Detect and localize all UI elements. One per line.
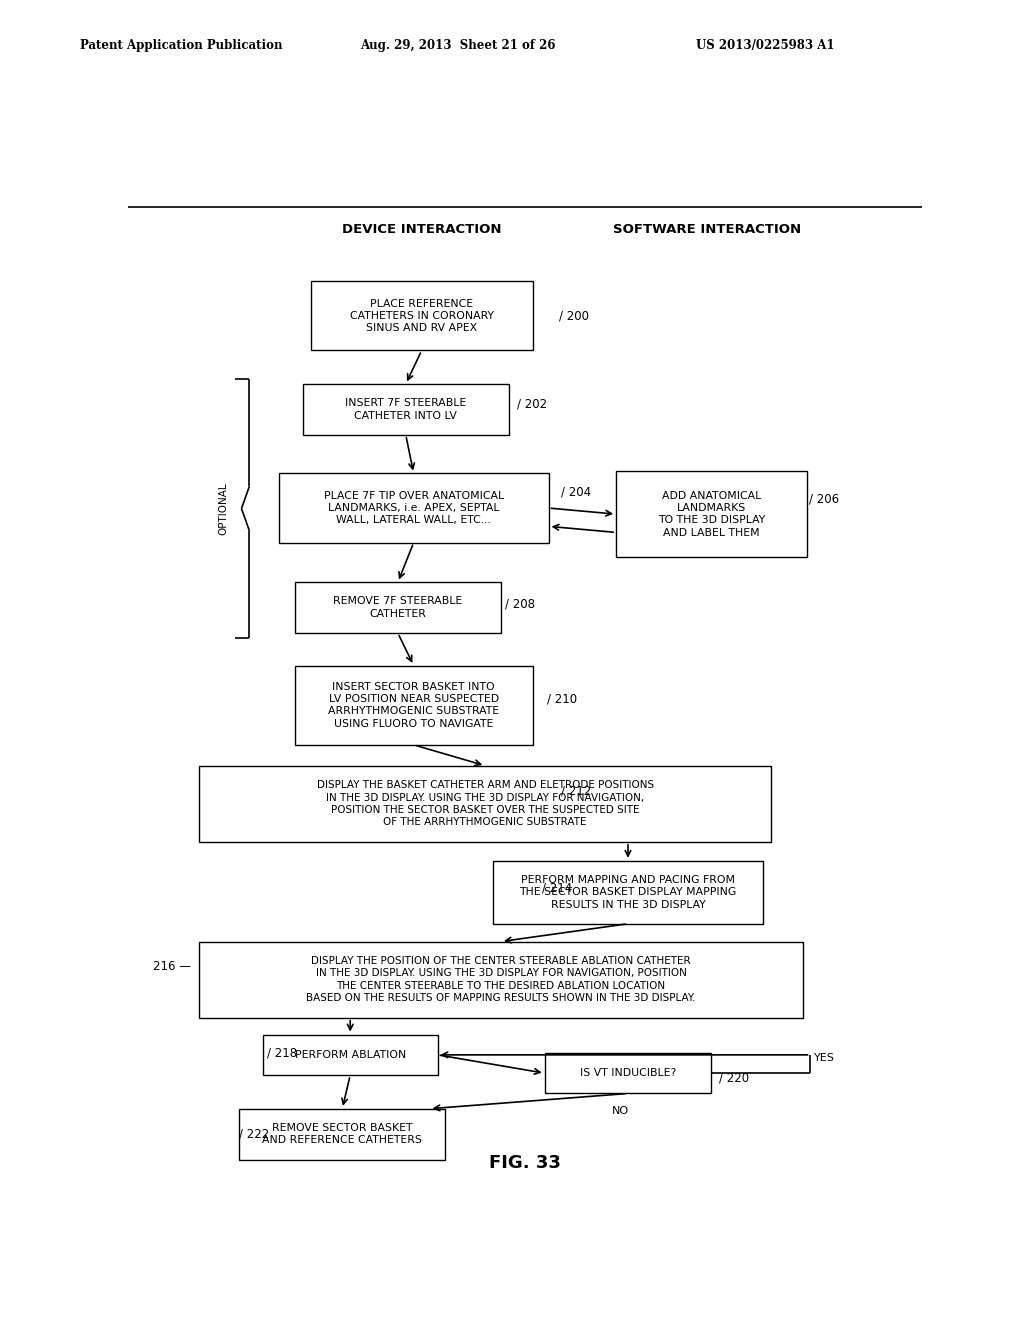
Text: INSERT 7F STEERABLE
CATHETER INTO LV: INSERT 7F STEERABLE CATHETER INTO LV (345, 399, 466, 421)
Text: IS VT INDUCIBLE?: IS VT INDUCIBLE? (580, 1068, 676, 1078)
FancyBboxPatch shape (616, 471, 807, 557)
Text: DISPLAY THE POSITION OF THE CENTER STEERABLE ABLATION CATHETER
IN THE 3D DISPLAY: DISPLAY THE POSITION OF THE CENTER STEER… (306, 956, 695, 1003)
Text: Patent Application Publication: Patent Application Publication (80, 38, 283, 51)
Text: NO: NO (611, 1106, 629, 1115)
Text: REMOVE SECTOR BASKET
AND REFERENCE CATHETERS: REMOVE SECTOR BASKET AND REFERENCE CATHE… (262, 1123, 422, 1146)
Text: DEVICE INTERACTION: DEVICE INTERACTION (342, 223, 502, 236)
FancyBboxPatch shape (279, 474, 549, 543)
Text: / 210: / 210 (547, 693, 578, 706)
Text: / 212: / 212 (560, 784, 591, 797)
FancyBboxPatch shape (545, 1053, 712, 1093)
Text: PLACE REFERENCE
CATHETERS IN CORONARY
SINUS AND RV APEX: PLACE REFERENCE CATHETERS IN CORONARY SI… (349, 298, 494, 334)
Text: / 218: / 218 (267, 1047, 297, 1060)
FancyBboxPatch shape (295, 665, 532, 744)
Text: PLACE 7F TIP OVER ANATOMICAL
LANDMARKS, i.e. APEX, SEPTAL
WALL, LATERAL WALL, ET: PLACE 7F TIP OVER ANATOMICAL LANDMARKS, … (324, 491, 504, 525)
FancyBboxPatch shape (263, 1035, 437, 1076)
Text: YES: YES (814, 1053, 836, 1063)
Text: PERFORM MAPPING AND PACING FROM
THE SECTOR BASKET DISPLAY MAPPING
RESULTS IN THE: PERFORM MAPPING AND PACING FROM THE SECT… (519, 875, 736, 909)
FancyBboxPatch shape (240, 1109, 445, 1159)
Text: / 222: / 222 (240, 1127, 269, 1140)
FancyBboxPatch shape (200, 766, 771, 842)
FancyBboxPatch shape (310, 281, 532, 351)
Text: ADD ANATOMICAL
LANDMARKS
TO THE 3D DISPLAY
AND LABEL THEM: ADD ANATOMICAL LANDMARKS TO THE 3D DISPL… (657, 491, 765, 537)
Text: US 2013/0225983 A1: US 2013/0225983 A1 (696, 38, 835, 51)
Text: Aug. 29, 2013  Sheet 21 of 26: Aug. 29, 2013 Sheet 21 of 26 (360, 38, 556, 51)
FancyBboxPatch shape (494, 861, 763, 924)
Text: / 220: / 220 (719, 1072, 750, 1085)
Text: OPTIONAL: OPTIONAL (218, 482, 228, 535)
Text: / 200: / 200 (559, 309, 589, 322)
Text: / 206: / 206 (809, 492, 839, 506)
Text: DISPLAY THE BASKET CATHETER ARM AND ELETRODE POSITIONS
IN THE 3D DISPLAY. USING : DISPLAY THE BASKET CATHETER ARM AND ELET… (316, 780, 653, 828)
FancyBboxPatch shape (295, 582, 501, 634)
FancyBboxPatch shape (200, 941, 803, 1018)
FancyBboxPatch shape (303, 384, 509, 434)
Text: REMOVE 7F STEERABLE
CATHETER: REMOVE 7F STEERABLE CATHETER (333, 597, 463, 619)
Text: / 202: / 202 (517, 397, 547, 411)
Text: / 204: / 204 (560, 486, 591, 498)
Text: 216 —: 216 — (154, 960, 191, 973)
Text: FIG. 33: FIG. 33 (488, 1154, 561, 1172)
Text: / 214: / 214 (543, 882, 572, 895)
Text: PERFORM ABLATION: PERFORM ABLATION (295, 1049, 406, 1060)
Text: / 208: / 208 (505, 597, 535, 610)
Text: INSERT SECTOR BASKET INTO
LV POSITION NEAR SUSPECTED
ARRHYTHMOGENIC SUBSTRATE
US: INSERT SECTOR BASKET INTO LV POSITION NE… (328, 681, 500, 729)
Text: SOFTWARE INTERACTION: SOFTWARE INTERACTION (613, 223, 802, 236)
